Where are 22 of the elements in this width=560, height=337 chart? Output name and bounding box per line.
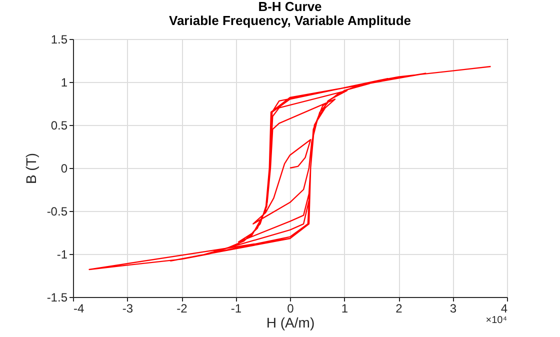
x-tick-label: -2 bbox=[176, 302, 188, 316]
line-series bbox=[88, 66, 492, 270]
x-axis-title: H (A/m) bbox=[266, 314, 315, 330]
chart-subtitle: Variable Frequency, Variable Amplitude bbox=[168, 13, 412, 28]
x-tick-label: 2 bbox=[396, 302, 403, 316]
y-axis-title: B (T) bbox=[22, 152, 39, 184]
x-tick-label: 1 bbox=[341, 302, 348, 316]
y-tick-label: 1.5 bbox=[50, 32, 68, 46]
y-tick-label: 1 bbox=[60, 76, 68, 90]
x-tick-label: -1 bbox=[230, 302, 242, 316]
x-tick-label: 3 bbox=[450, 302, 457, 316]
chart-title: B-H Curve bbox=[258, 0, 322, 14]
y-tick-label: 0 bbox=[60, 162, 68, 176]
y-tick-label: 0.5 bbox=[50, 118, 68, 132]
y-tick-label: -1 bbox=[56, 248, 68, 262]
y-tick-label: -1.5 bbox=[46, 290, 68, 304]
x-tick-label: -4 bbox=[74, 302, 84, 316]
y-tick-label: -0.5 bbox=[46, 204, 68, 218]
text: ×10⁴ bbox=[486, 315, 507, 326]
x-tick-label: -3 bbox=[122, 302, 134, 316]
x-tick-label: 0 bbox=[287, 302, 294, 316]
x-tick-label: 4 bbox=[500, 302, 508, 316]
